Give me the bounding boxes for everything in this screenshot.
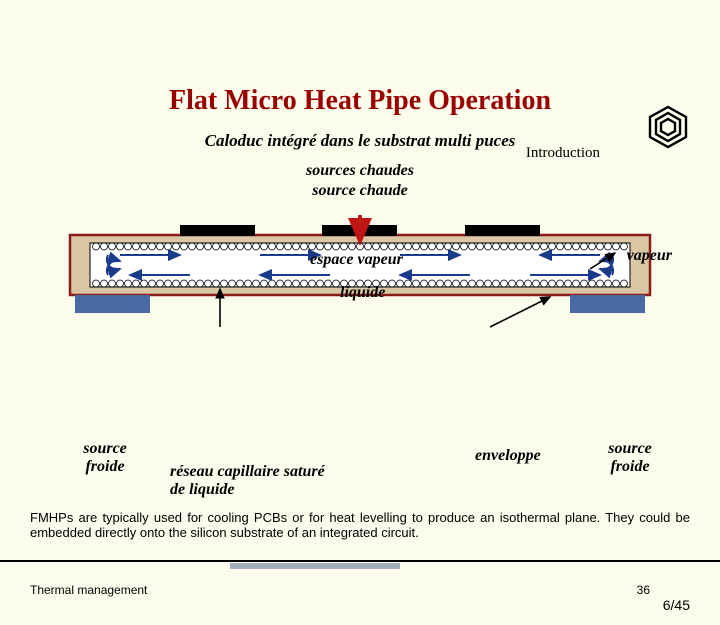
page-title: Flat Micro Heat Pipe Operation [0, 85, 720, 117]
footer-left: Thermal management [30, 583, 147, 597]
top-labels: sources chaudes source chaude [0, 161, 720, 201]
label-espace-vapeur: espace vapeur [310, 251, 403, 269]
slide-number: 36 [637, 583, 650, 597]
label-reseau: réseau capillaire saturé de liquide [170, 463, 330, 498]
body-text: FMHPs are typically used for cooling PCB… [30, 510, 690, 540]
divider [0, 560, 720, 562]
heat-pipe-diagram: espace vapeur vapeur liquide [60, 209, 660, 329]
label-liquide: liquide [340, 284, 385, 302]
label-enveloppe: enveloppe [475, 447, 541, 465]
label-source-chaude: source chaude [0, 181, 720, 201]
section-label: Introduction [526, 145, 600, 162]
divider-accent [230, 563, 400, 569]
logo-icon [646, 105, 690, 154]
label-vapeur: vapeur [627, 247, 672, 265]
subtitle: Caloduc intégré dans le substrat multi p… [0, 131, 720, 151]
label-sources-chaudes: sources chaudes [0, 161, 720, 181]
label-source-froide-right: source froide [595, 440, 665, 475]
page-counter: 6/45 [663, 597, 690, 613]
label-source-froide-left: source froide [70, 440, 140, 475]
